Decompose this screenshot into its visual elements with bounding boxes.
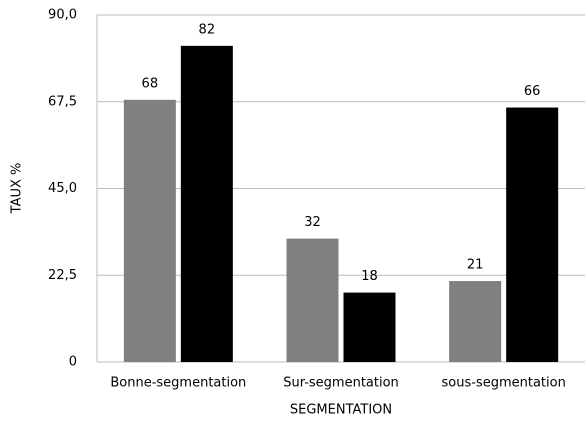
- data-label: 21: [467, 258, 484, 273]
- bar: [180, 45, 233, 362]
- y-tick-label: 90,0: [48, 8, 77, 23]
- x-tick-label: Sur-segmentation: [283, 376, 399, 391]
- x-axis-label: SEGMENTATION: [290, 403, 392, 418]
- bar: [343, 292, 396, 362]
- bar: [123, 99, 176, 363]
- y-tick-label: 67,5: [48, 94, 77, 109]
- bar: [286, 238, 339, 362]
- data-label: 32: [304, 215, 321, 230]
- y-tick-label: 22,5: [48, 268, 77, 283]
- y-tick-label: 45,0: [48, 181, 77, 196]
- data-label: 66: [524, 84, 541, 99]
- data-label: 82: [199, 22, 216, 37]
- data-label: 18: [361, 269, 378, 284]
- data-label: 68: [142, 76, 159, 91]
- y-axis-label: TAUX %: [10, 163, 25, 215]
- y-tick-label: 0: [69, 355, 77, 370]
- bar: [506, 107, 559, 363]
- x-tick-label: sous-segmentation: [442, 376, 566, 391]
- bar: [449, 281, 502, 362]
- x-tick-label: Bonne-segmentation: [110, 376, 246, 391]
